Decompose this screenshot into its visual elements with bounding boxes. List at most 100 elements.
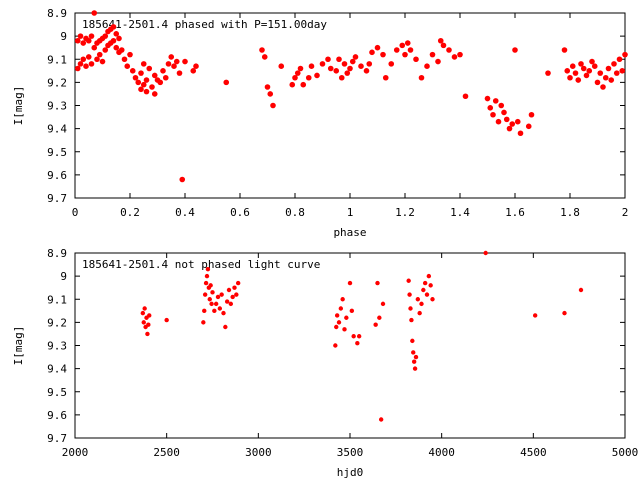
data-point xyxy=(575,77,582,83)
data-point xyxy=(193,63,199,69)
data-point xyxy=(578,287,584,293)
data-point xyxy=(205,266,211,272)
data-point xyxy=(440,42,447,49)
data-point xyxy=(413,56,419,63)
data-point xyxy=(374,44,381,51)
data-point xyxy=(495,118,502,125)
data-point xyxy=(157,79,164,86)
data-point xyxy=(616,56,623,63)
data-point xyxy=(451,54,458,60)
data-point xyxy=(230,294,235,300)
x-tick-label: 0.4 xyxy=(175,206,195,219)
data-point xyxy=(426,273,432,279)
data-point xyxy=(91,10,98,16)
data-point xyxy=(305,74,312,81)
data-point xyxy=(294,70,301,76)
x-tick-label: 3500 xyxy=(337,446,364,459)
data-point xyxy=(264,84,271,90)
data-point xyxy=(342,327,347,332)
data-point xyxy=(165,61,172,67)
data-point xyxy=(404,40,411,46)
data-point xyxy=(224,299,230,304)
data-point xyxy=(334,324,339,330)
data-point xyxy=(369,49,375,56)
data-point xyxy=(88,61,95,67)
y-tick-label: 9.2 xyxy=(47,76,67,89)
data-point xyxy=(204,273,210,279)
data-point xyxy=(411,359,417,364)
data-point xyxy=(201,320,206,325)
data-point xyxy=(113,44,120,51)
data-point xyxy=(586,68,593,74)
data-point xyxy=(399,42,406,49)
y-axis-ticks: 8.9 9 9.1 9.2 9.3 9.4 9.5 9.6 9.7 xyxy=(47,247,625,445)
data-point xyxy=(356,334,362,339)
data-point xyxy=(373,322,378,327)
data-point xyxy=(140,61,147,67)
data-point xyxy=(421,287,426,293)
y-tick-label: 9.3 xyxy=(47,100,67,113)
x-tick-label: 0.2 xyxy=(120,206,140,219)
data-point xyxy=(319,61,326,67)
y-tick-label: 9.7 xyxy=(47,192,67,205)
data-point xyxy=(341,61,348,67)
data-point xyxy=(528,111,535,118)
data-point xyxy=(428,283,433,288)
data-point xyxy=(151,91,158,97)
data-point xyxy=(406,278,411,283)
y-axis-ticks: 8.9 9 9.1 9.2 9.3 9.4 9.5 9.6 9.7 xyxy=(47,7,625,205)
data-point xyxy=(380,301,386,307)
x-axis-label: hjd0 xyxy=(337,466,364,479)
data-point xyxy=(179,176,186,183)
data-point xyxy=(412,366,418,371)
y-tick-label: 8.9 xyxy=(47,7,67,20)
x-tick-label: 2000 xyxy=(62,446,89,459)
data-point xyxy=(611,61,617,67)
data-point xyxy=(102,47,109,53)
data-point xyxy=(409,317,414,323)
data-point xyxy=(344,315,349,320)
data-point xyxy=(407,47,414,53)
data-point xyxy=(77,33,84,39)
y-tick-label: 9.1 xyxy=(47,53,67,66)
data-point xyxy=(278,63,285,69)
data-point xyxy=(462,93,469,100)
data-point xyxy=(162,74,169,81)
data-point xyxy=(221,310,226,316)
data-point xyxy=(402,51,408,58)
data-point xyxy=(430,297,435,302)
data-point xyxy=(338,74,345,81)
data-point xyxy=(487,105,494,111)
data-point xyxy=(135,79,142,86)
data-point xyxy=(351,334,356,339)
data-point xyxy=(569,63,576,69)
data-point xyxy=(435,58,441,65)
y-tick-label: 9.5 xyxy=(47,386,67,399)
data-point xyxy=(589,58,595,65)
x-axis-label: phase xyxy=(333,226,366,239)
data-point xyxy=(129,68,136,74)
data-point xyxy=(85,37,92,44)
x-tick-label: 4000 xyxy=(428,446,455,459)
data-point xyxy=(349,308,355,314)
x-axis-ticks: 0 0.2 0.4 0.6 0.8 1 1.2 1.4 1.6 1.8 2 xyxy=(72,13,628,219)
data-point xyxy=(160,68,166,74)
data-point xyxy=(83,63,89,69)
x-tick-label: 4500 xyxy=(520,446,547,459)
data-point xyxy=(121,56,128,63)
data-point xyxy=(363,68,370,74)
data-point xyxy=(74,65,81,72)
data-point xyxy=(226,287,232,293)
y-tick-label: 9.1 xyxy=(47,293,67,306)
data-point xyxy=(334,313,340,318)
unphased-light-curve-panel: 185641-2501.4 not phased light curve hjd… xyxy=(12,247,638,479)
data-point xyxy=(99,58,106,65)
data-point xyxy=(208,283,213,288)
data-point xyxy=(80,40,87,46)
y-tick-label: 9.3 xyxy=(47,340,67,353)
data-point xyxy=(147,313,152,318)
data-point xyxy=(228,301,234,307)
data-point xyxy=(422,280,428,286)
data-point xyxy=(171,63,177,69)
